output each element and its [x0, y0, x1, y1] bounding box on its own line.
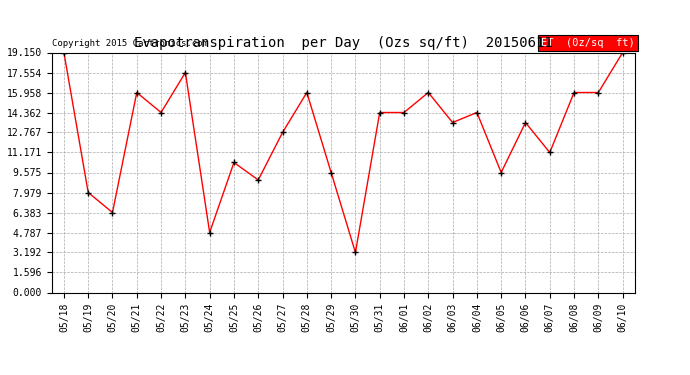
Text: ET  (0z/sq  ft): ET (0z/sq ft) [541, 38, 635, 48]
Text: Copyright 2015 Cartronics.com: Copyright 2015 Cartronics.com [52, 39, 208, 48]
Title: Evapotranspiration  per Day  (Ozs sq/ft)  20150611: Evapotranspiration per Day (Ozs sq/ft) 2… [134, 36, 553, 50]
